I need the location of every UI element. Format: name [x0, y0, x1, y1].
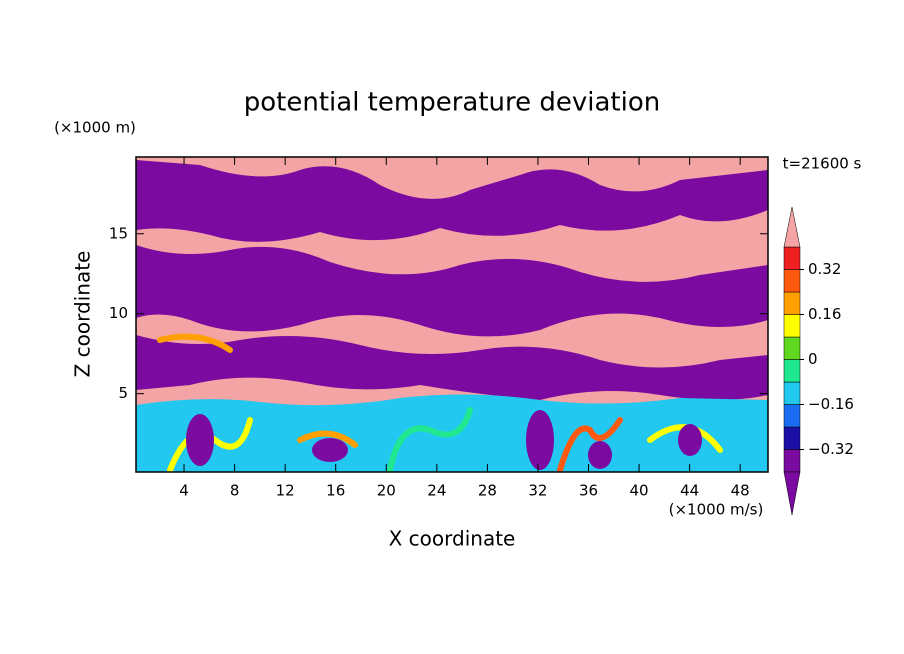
colorbar-tick-label: 0.32	[808, 260, 841, 278]
colorbar-box	[783, 449, 801, 473]
x-tick-label: 36	[579, 482, 598, 500]
x-tick-label: 24	[427, 482, 446, 500]
x-tick-label: 16	[326, 482, 345, 500]
colorbar-box	[783, 381, 801, 405]
colorbar-box	[783, 269, 801, 293]
y-tick-label: 5	[118, 384, 128, 402]
x-tick-label: 48	[731, 482, 750, 500]
x-axis-label: X coordinate	[389, 527, 516, 551]
y-axis-label: Z coordinate	[71, 251, 95, 378]
colorbar-box	[783, 291, 801, 315]
x-tick-label: 28	[478, 482, 497, 500]
colorbar-box	[783, 426, 801, 450]
colorbar-box	[783, 336, 801, 360]
colorbar-box	[783, 246, 801, 270]
colorbar-over	[783, 206, 801, 248]
colorbar-tick-label: 0.16	[808, 305, 841, 323]
x-tick-label: 12	[276, 482, 295, 500]
colorbar-tick-label: −0.16	[808, 395, 854, 413]
colorbar-tick-label: −0.32	[808, 440, 854, 458]
contour-field	[136, 157, 768, 472]
x-tick-label: 8	[230, 482, 240, 500]
colorbar-box	[783, 314, 801, 338]
plot-frame	[135, 156, 769, 473]
time-annotation: t=21600 s	[783, 155, 862, 173]
chart-title: potential temperature deviation	[244, 88, 660, 118]
x-tick-label: 32	[528, 482, 547, 500]
x-tick-label: 44	[680, 482, 699, 500]
y-unit: (×1000 m)	[54, 119, 136, 137]
colorbar-under	[783, 471, 801, 516]
x-tick-label: 4	[179, 482, 189, 500]
colorbar-box	[783, 404, 801, 428]
x-unit: (×1000 m/s)	[669, 501, 764, 519]
colorbar-tick-label: 0	[808, 350, 818, 368]
y-tick-label: 10	[109, 304, 128, 322]
x-tick-label: 20	[377, 482, 396, 500]
colorbar-box	[783, 359, 801, 383]
x-tick-label: 40	[630, 482, 649, 500]
y-tick-label: 15	[109, 224, 128, 242]
